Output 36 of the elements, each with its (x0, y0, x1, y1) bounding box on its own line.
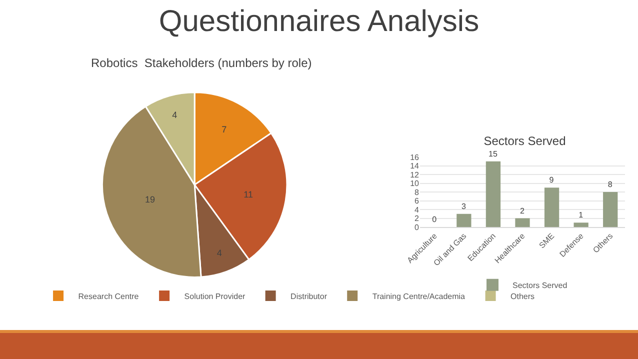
data-label: 0 (432, 215, 438, 224)
legend-label: Research Centre (78, 292, 140, 301)
data-label: 2 (520, 206, 525, 216)
y-tick-label: 8 (414, 188, 420, 197)
data-label: 19 (144, 194, 155, 204)
legend-label: Solution Provider (184, 292, 246, 301)
y-tick-label: 12 (410, 170, 420, 180)
chart-title: Sectors Served (484, 134, 566, 148)
y-tick-label: 4 (414, 205, 420, 214)
bar (574, 222, 588, 227)
y-tick-label: 0 (414, 222, 420, 232)
chart-title: Questionnaires Analysis (158, 4, 480, 38)
data-label: 9 (549, 176, 554, 185)
y-tick-label: 6 (414, 196, 420, 206)
y-tick-label: 14 (410, 162, 420, 171)
data-label: 1 (578, 210, 584, 220)
legend-label: Others (510, 292, 535, 301)
data-label: 7 (222, 124, 227, 134)
y-tick-label: 2 (414, 214, 420, 224)
data-label: 3 (461, 202, 466, 211)
legend-label: Sectors Served (512, 281, 568, 290)
data-label: 4 (216, 248, 222, 258)
bar (456, 214, 472, 227)
data-label: 4 (172, 110, 178, 120)
bar (515, 218, 530, 227)
data-label: 15 (488, 149, 498, 158)
bar (603, 192, 618, 227)
legend-label: Distributor (290, 292, 328, 301)
bar (544, 188, 560, 227)
data-label: 8 (608, 180, 613, 189)
bar (486, 161, 501, 227)
y-tick-label: 10 (410, 179, 420, 188)
legend-label: Training Centre/Academia (372, 292, 466, 301)
data-label: 11 (244, 189, 253, 200)
chart-subtitle: Robotics Stakeholders (numbers by role) (91, 56, 312, 70)
y-tick-label: 16 (410, 152, 420, 162)
